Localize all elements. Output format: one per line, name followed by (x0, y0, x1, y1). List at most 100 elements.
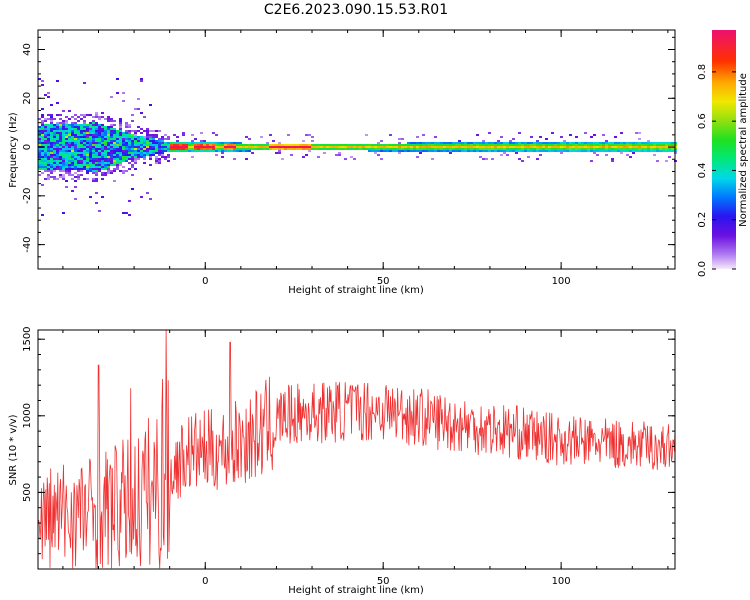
snr-frame (37, 329, 676, 570)
heatmap-cell (62, 122, 65, 124)
heatmap-cell (392, 148, 395, 150)
heatmap-cell (467, 144, 470, 146)
heatmap-cell (173, 142, 176, 144)
heatmap-cell (155, 158, 158, 160)
heatmap-cell (509, 142, 512, 144)
heatmap-cell (671, 142, 674, 144)
heatmap-cell (98, 162, 101, 164)
heatmap-cell (125, 146, 128, 148)
heatmap-cell (578, 146, 581, 148)
heatmap-cell (101, 130, 104, 132)
heatmap-cell (536, 158, 539, 160)
heatmap-cell (404, 148, 407, 150)
heatmap-cell (356, 148, 359, 150)
heatmap-cell (128, 168, 131, 170)
heatmap-cell (113, 168, 116, 170)
heatmap-cell (68, 144, 71, 146)
heatmap-cell (53, 146, 56, 148)
heatmap-cell (563, 150, 566, 152)
heatmap-cell (458, 140, 461, 142)
heatmap-cell (149, 144, 152, 146)
heatmap-cell (98, 124, 101, 126)
heatmap-cell (458, 142, 461, 144)
heatmap-cell (128, 158, 131, 160)
heatmap-cell (68, 138, 71, 140)
heatmap-cell (185, 150, 188, 152)
heatmap-cell (515, 150, 518, 152)
heatmap-cell (350, 146, 353, 148)
heatmap-cell (494, 142, 497, 144)
heatmap-cell (134, 140, 137, 142)
heatmap-cell (56, 154, 59, 156)
heatmap-cell (41, 138, 44, 140)
heatmap-cell (656, 144, 659, 146)
heatmap-cell (635, 132, 638, 134)
heatmap-cell (128, 144, 131, 146)
heatmap-cell (44, 140, 47, 142)
heatmap-cell (644, 148, 647, 150)
heatmap-cell (152, 154, 155, 156)
heatmap-cell (113, 140, 116, 142)
heatmap-cell (248, 150, 251, 152)
heatmap-cell (206, 142, 209, 144)
heatmap-cell (128, 148, 131, 150)
heatmap-cell (68, 158, 71, 160)
heatmap-cell (95, 164, 98, 166)
heatmap-cell (269, 146, 272, 148)
heatmap-cell (56, 162, 59, 164)
heatmap-cell (245, 158, 248, 160)
heatmap-cell (80, 174, 83, 176)
heatmap-cell (233, 144, 236, 146)
heatmap-cell (47, 128, 50, 130)
heatmap-cell (572, 146, 575, 148)
heatmap-cell (74, 136, 77, 138)
heatmap-cell (68, 132, 71, 134)
heatmap-cell (200, 144, 203, 146)
heatmap-cell (596, 150, 599, 152)
heatmap-cell (551, 142, 554, 144)
heatmap-cell (455, 142, 458, 144)
heatmap-cell (161, 138, 164, 140)
heatmap-cell (308, 150, 311, 152)
heatmap-cell (296, 148, 299, 150)
heatmap-cell (251, 146, 254, 148)
heatmap-cell (272, 144, 275, 146)
heatmap-cell (128, 200, 131, 202)
heatmap-cell (95, 146, 98, 148)
heatmap-cell (50, 140, 53, 142)
heatmap-cell (65, 166, 68, 168)
heatmap-cell (89, 156, 92, 158)
heatmap-cell (101, 152, 104, 154)
heatmap-cell (71, 126, 74, 128)
heatmap-cell (122, 92, 125, 94)
heatmap-cell (86, 162, 89, 164)
heatmap-cell (416, 156, 419, 158)
heatmap-cell (485, 142, 488, 144)
heatmap-cell (515, 152, 518, 154)
heatmap-cell (143, 156, 146, 158)
heatmap-cell (215, 148, 218, 150)
heatmap-cell (569, 148, 572, 150)
heatmap-cell (329, 144, 332, 146)
heatmap-cell (221, 150, 224, 152)
heatmap-cell (668, 150, 671, 152)
heatmap-cell (503, 142, 506, 144)
heatmap-cell (602, 148, 605, 150)
heatmap-cell (668, 144, 671, 146)
heatmap-cell (110, 118, 113, 120)
heatmap-cell (440, 148, 443, 150)
heatmap-cell (122, 154, 125, 156)
heatmap-cell (389, 144, 392, 146)
heatmap-cell (527, 150, 530, 152)
heatmap-cell (605, 146, 608, 148)
heatmap-cell (227, 148, 230, 150)
heatmap-cell (83, 130, 86, 132)
heatmap-cell (98, 130, 101, 132)
heatmap-cell (584, 148, 587, 150)
heatmap-cell (413, 142, 416, 144)
heatmap-cell (41, 116, 44, 118)
heatmap-cell (131, 156, 134, 158)
heatmap-cell (92, 146, 95, 148)
heatmap-cell (113, 160, 116, 162)
heatmap-cell (149, 198, 152, 200)
